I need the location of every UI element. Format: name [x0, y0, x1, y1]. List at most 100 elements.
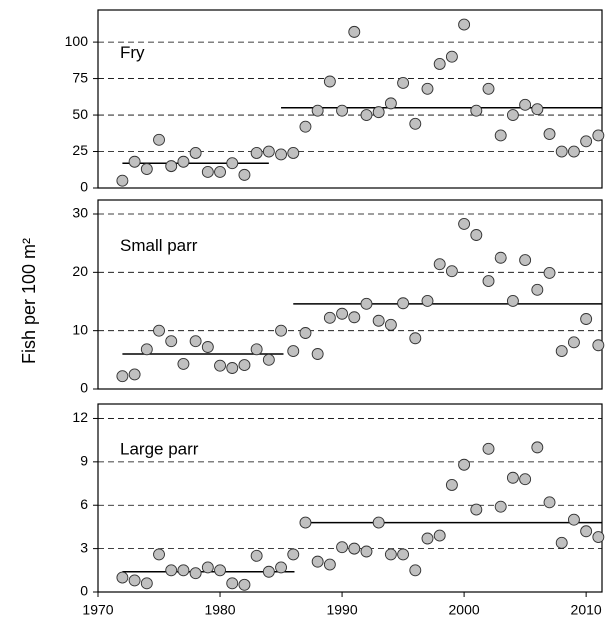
data-point	[592, 129, 605, 142]
panel-frame	[97, 403, 603, 593]
data-point	[397, 548, 410, 561]
data-point	[555, 345, 568, 358]
data-point	[116, 174, 129, 187]
data-point	[189, 567, 202, 580]
data-point	[458, 18, 471, 31]
data-point	[128, 574, 141, 587]
y-tick-label: 12	[72, 409, 88, 425]
data-point	[470, 229, 483, 241]
data-point	[299, 120, 312, 133]
data-point	[177, 155, 190, 168]
data-point	[421, 532, 434, 545]
x-tick-label: 2010	[571, 602, 602, 618]
data-point	[470, 503, 483, 516]
data-point	[262, 353, 275, 366]
data-point	[506, 109, 519, 121]
y-tick-label: 3	[80, 539, 88, 555]
data-point	[482, 442, 495, 455]
data-point	[116, 370, 129, 383]
data-point	[384, 97, 397, 110]
data-point	[165, 160, 178, 173]
data-point	[384, 548, 397, 561]
data-point	[201, 166, 214, 178]
y-tick-label: 100	[65, 33, 89, 49]
data-point	[336, 541, 349, 554]
data-point	[250, 549, 263, 562]
data-point	[445, 50, 458, 63]
data-point	[177, 564, 190, 577]
y-tick-label: 6	[80, 496, 88, 512]
panel-title: Large parr	[120, 440, 199, 459]
y-tick-label: 50	[72, 106, 88, 122]
data-point	[116, 571, 129, 584]
data-point	[299, 327, 312, 339]
data-point	[360, 297, 373, 310]
data-point	[421, 82, 434, 95]
data-point	[323, 558, 336, 571]
data-point	[165, 564, 178, 577]
data-point	[348, 25, 361, 38]
data-point	[372, 516, 385, 529]
data-point	[311, 348, 324, 360]
x-tick-label: 2000	[449, 602, 480, 618]
data-point	[567, 145, 580, 158]
data-point	[519, 254, 532, 267]
data-point	[567, 336, 580, 349]
data-point	[226, 157, 239, 170]
data-point	[433, 58, 446, 70]
data-point	[275, 324, 288, 337]
data-point	[140, 343, 153, 356]
data-point	[567, 513, 580, 526]
data-point	[140, 577, 153, 590]
data-point	[397, 77, 410, 89]
data-point	[531, 441, 544, 454]
data-point	[543, 128, 556, 140]
data-point	[201, 341, 214, 353]
y-tick-label: 75	[72, 69, 88, 85]
data-point	[336, 104, 349, 117]
data-point	[519, 98, 532, 111]
data-point	[409, 564, 422, 577]
data-point	[275, 561, 288, 574]
data-point	[384, 318, 397, 331]
data-point	[311, 555, 324, 568]
data-point	[580, 313, 593, 325]
data-point	[445, 265, 458, 278]
data-point	[445, 479, 458, 491]
data-point	[262, 565, 275, 578]
data-point	[433, 258, 446, 271]
data-point	[555, 536, 568, 549]
data-point	[592, 531, 605, 543]
data-point	[153, 324, 165, 337]
data-point	[226, 577, 239, 590]
data-point	[262, 145, 275, 158]
data-point	[165, 335, 178, 348]
data-point	[177, 357, 190, 370]
data-point	[214, 166, 226, 178]
y-tick-label: 25	[72, 142, 88, 158]
data-point	[128, 155, 141, 168]
data-point	[189, 335, 202, 348]
data-point	[519, 473, 532, 486]
data-point	[458, 458, 471, 471]
data-point	[311, 104, 324, 117]
data-point	[482, 82, 495, 95]
data-point	[580, 135, 593, 148]
data-point	[275, 148, 288, 161]
data-point	[506, 471, 519, 484]
y-tick-label: 9	[80, 453, 88, 469]
data-point	[140, 163, 153, 175]
data-point	[153, 133, 165, 146]
data-point	[409, 117, 422, 130]
y-axis-label: Fish per 100 m²	[19, 238, 39, 364]
data-point	[543, 496, 556, 509]
data-point	[531, 103, 544, 116]
data-point	[397, 297, 410, 310]
x-tick-label: 1970	[82, 602, 113, 618]
data-point	[433, 529, 446, 542]
y-tick-label: 30	[72, 205, 88, 221]
panel-frame	[97, 9, 603, 189]
data-point	[409, 332, 422, 345]
data-point	[214, 564, 226, 577]
